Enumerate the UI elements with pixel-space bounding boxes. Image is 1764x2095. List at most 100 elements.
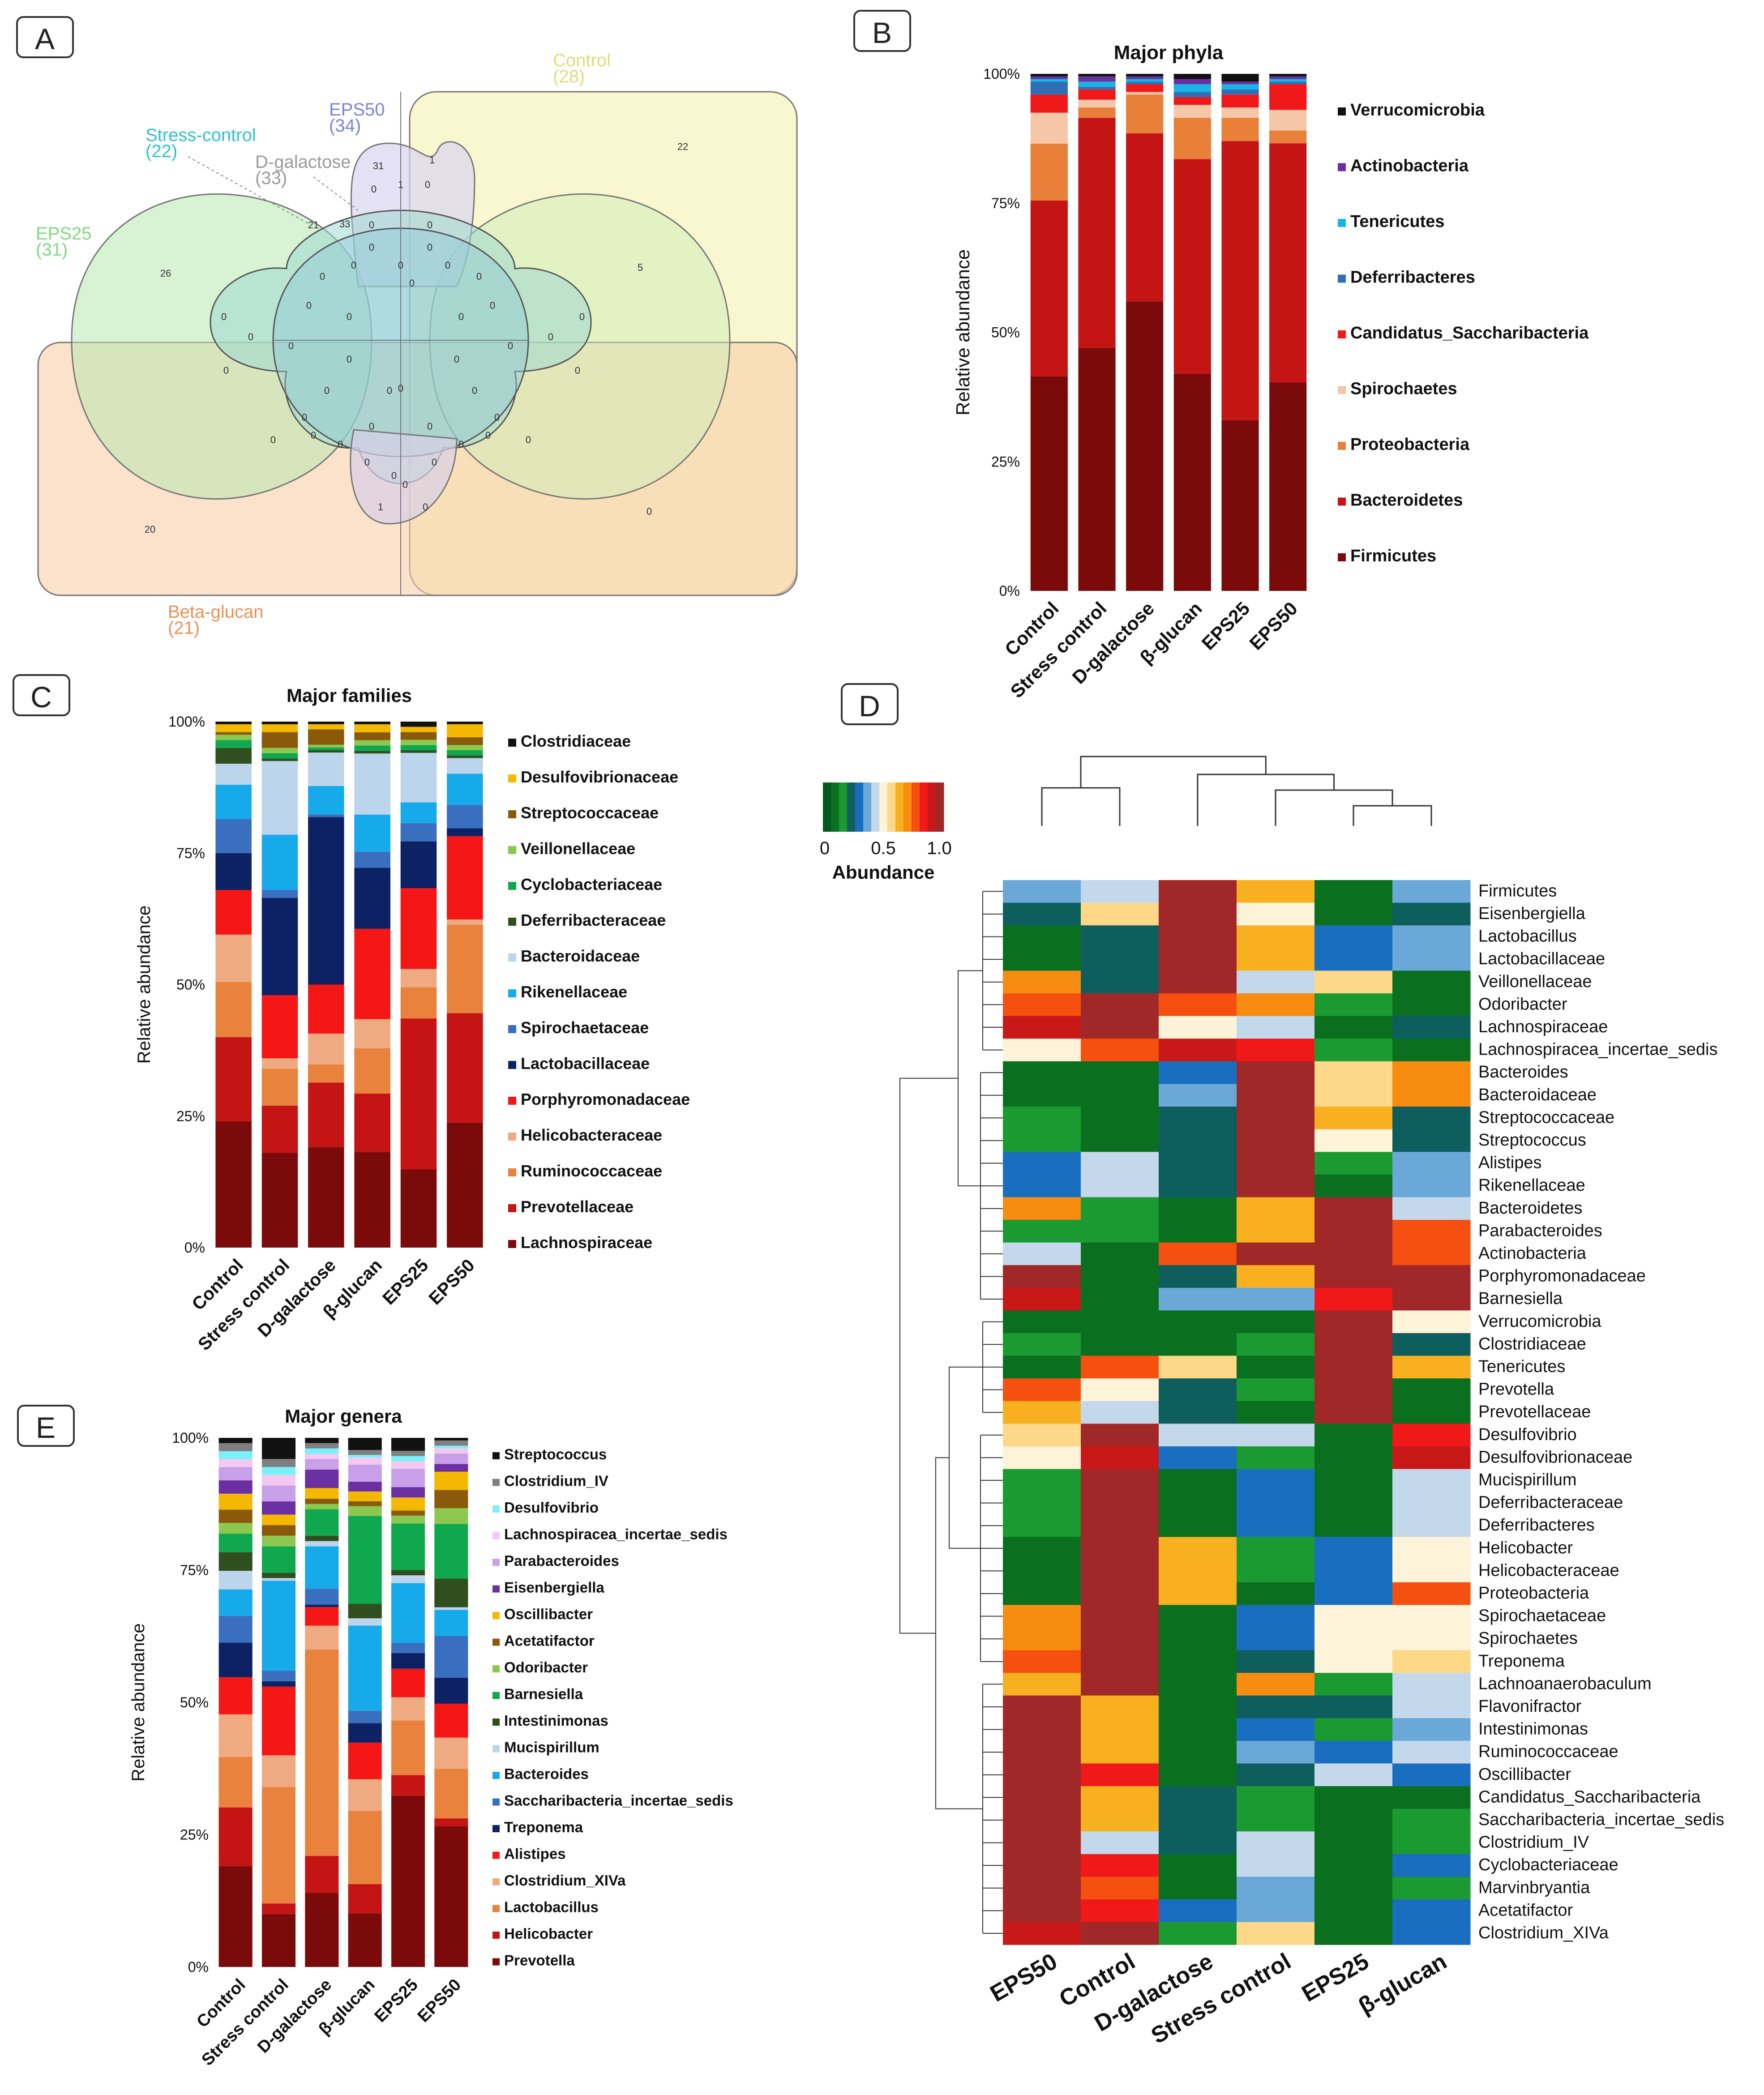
c-bar-segment-bacteroidaceae [261, 761, 298, 835]
heatmap-cell-ruminococcaceae-control [1081, 1740, 1159, 1764]
heatmap-cell-tenericutes-stress-control [1237, 1355, 1315, 1379]
c-bar-segment-rikenellaceae [400, 802, 437, 823]
venn-number: 33 [339, 218, 350, 230]
c-bar-segment-helicobacteraceae [447, 919, 483, 925]
e-legend-label: Acetatifactor [504, 1633, 595, 1649]
c-bar-segment-porphyromonadaceae [308, 984, 344, 1034]
heatmap-cell-barnesiella-control [1081, 1287, 1159, 1311]
c-bar-segment-clostridiaceae [308, 722, 344, 724]
heatmap-cell-acetatifactor-eps25 [1314, 1899, 1393, 1923]
heatmap-cell-mucispirillum-glucan [1392, 1469, 1471, 1492]
e-bar-segment-saccharibacteria-incertae-sedis [391, 1642, 425, 1653]
families-chart: Major families Relative abundance 0% 25% 50%… [134, 685, 690, 1355]
heatmap-cell-lachnospiracea-incertae-sedis-d-galactose [1159, 1039, 1237, 1062]
e-bar-segment-acetatifactor [434, 1490, 468, 1509]
heatmap-cell-desulfovibrio-glucan [1392, 1424, 1471, 1447]
heatmap-legend-tick: 0 [820, 838, 830, 858]
c-ytick: 25% [176, 1108, 205, 1124]
heatmap-cell-flavonifractor-control [1081, 1695, 1159, 1719]
c-legend-swatch-streptococcaceae [508, 810, 516, 818]
heatmap-cell-treponema-stress-control [1237, 1650, 1315, 1673]
e-bar-segment-bacteroides [391, 1583, 425, 1643]
heatmap-cell-firmicutes-eps50 [1003, 880, 1081, 903]
c-bar-segment-streptococcaceae [447, 737, 483, 745]
e-bar-segment-bacteroides [218, 1589, 253, 1616]
c-bar-segment-lactobacillaceae [400, 841, 437, 889]
heatmap-cell-acetatifactor-d-galactose [1159, 1899, 1237, 1923]
heatmap-cell-proteobacteria-eps25 [1314, 1582, 1393, 1605]
e-bar-segment-treponema [434, 1677, 468, 1704]
c-bar-segment-porphyromonadaceae [400, 888, 437, 969]
b-bar-segment-bacteroidetes [1221, 141, 1259, 420]
e-legend-label: Helicobacter [504, 1925, 593, 1942]
venn-number: 0 [490, 300, 495, 311]
c-bar-segment-lactobacillaceae [215, 853, 252, 890]
heatmap-cell-helicobacteraceae-glucan [1392, 1560, 1471, 1583]
c-bar-segment-clostridiaceae [447, 722, 483, 724]
c-bar-segment-streptococcaceae [308, 729, 344, 745]
b-bar-segment-candidatus-saccharibacteria [1078, 89, 1116, 100]
heatmap-cell-marvinbryantia-glucan [1392, 1877, 1471, 1900]
heatmap-cell-spirochaetaceae-d-galactose [1159, 1605, 1237, 1628]
e-bar-segment-alistipes [391, 1668, 425, 1697]
e-bar-segment-eisenbergiella [434, 1464, 468, 1472]
e-bar-segment-parabacteroides [434, 1453, 468, 1464]
heatmap-cell-rikenellaceae-eps50 [1003, 1174, 1081, 1197]
e-bar-segment-mucispirillum [348, 1618, 382, 1626]
heatmap-cell-bacteroides-glucan [1392, 1061, 1471, 1084]
e-bar-segment-barnesiella [434, 1524, 468, 1579]
heatmap-cell-deferribacteraceae-control [1081, 1492, 1159, 1515]
row-dendrogram-branch [935, 1457, 983, 1809]
column-dendrogram-branch [1275, 789, 1393, 826]
heatmap-row-label: Spirochaetaceae [1478, 1607, 1606, 1625]
heatmap-row-label: Porphyromonadaceae [1478, 1267, 1646, 1286]
heatmap-legend-swatch [847, 782, 856, 832]
e-ytick: 50% [180, 1694, 209, 1710]
e-bar-segment-acetatifactor [218, 1509, 253, 1523]
b-legend-label: Verrucomicrobia [1350, 101, 1485, 120]
heatmap-row-label: Verrucomicrobia [1478, 1312, 1601, 1331]
c-bar-segment-rikenellaceae [354, 814, 390, 852]
e-bar-segment-eisenbergiella [305, 1469, 339, 1488]
heatmap-cell-flavonifractor-d-galactose [1159, 1695, 1237, 1719]
b-legend-label: Actinobacteria [1350, 157, 1469, 175]
phyla-chart: Major phyla Relative abundance 0% 25% 50% 75%… [952, 42, 1589, 702]
e-legend-label: Lactobacillus [504, 1899, 599, 1915]
b-bar-segment-tenericutes [1126, 79, 1164, 82]
heatmap-cell-bacteroides-eps50 [1003, 1061, 1081, 1084]
heatmap-cell-bacteroidaceae-control [1081, 1084, 1159, 1107]
heatmap-cell-lachnospiraceae-glucan [1392, 1016, 1471, 1039]
heatmap-cell-verrucomicrobia-d-galactose [1159, 1310, 1237, 1334]
e-bar-segment-streptococcus [261, 1438, 296, 1459]
heatmap-cell-desulfovibrionaceae-eps50 [1003, 1446, 1081, 1470]
e-bar-segment-odoribacter [218, 1523, 253, 1534]
heatmap-cell-treponema-control [1081, 1650, 1159, 1673]
heatmap-cell-bacteroidetes-control [1081, 1197, 1159, 1220]
b-bar-segment-candidatus-saccharibacteria [1030, 94, 1068, 113]
heatmap-cell-veillonellaceae-glucan [1392, 971, 1471, 994]
c-bar-segment-streptococcaceae [354, 732, 390, 740]
e-bar-segment-barnesiella [391, 1523, 425, 1570]
c-bar-segment-bacteroidaceae [447, 758, 483, 774]
b-bar-segment-spirochaetes [1078, 99, 1116, 108]
heatmap-row-label: Deferribacteres [1478, 1516, 1595, 1535]
c-bar-segment-prevotellaceae [215, 1037, 252, 1121]
c-bar-segment-streptococcaceae [261, 732, 298, 748]
e-ytick: 100% [172, 1430, 209, 1446]
heatmap-cell-flavonifractor-stress-control [1237, 1695, 1315, 1719]
heatmap-cell-lactobacillus-control [1081, 925, 1159, 949]
heatmap-row-label: Ruminococcaceae [1478, 1742, 1618, 1761]
column-dendrogram-branch [1197, 774, 1335, 826]
heatmap-cell-deferribacteres-eps50 [1003, 1514, 1081, 1537]
heatmap-cell-intestinimonas-d-galactose [1159, 1718, 1237, 1741]
heatmap-row-label: Proteobacteria [1478, 1584, 1589, 1603]
b-legend-swatch-actinobacteria [1338, 163, 1346, 171]
heatmap-cell-clostridium-iv-d-galactose [1159, 1831, 1237, 1855]
e-bar-segment-saccharibacteria-incertae-sedis [261, 1671, 296, 1681]
c-bar-segment-helicobacteraceae [400, 969, 437, 988]
heatmap-cell-lachnospiraceae-stress-control [1237, 1016, 1315, 1039]
heatmap-cell-treponema-eps50 [1003, 1650, 1081, 1673]
c-bar-segment-bacteroidaceae [308, 752, 344, 786]
b-legend-swatch-firmicutes [1338, 553, 1346, 561]
c-category-label: EPS25 [379, 1255, 432, 1308]
